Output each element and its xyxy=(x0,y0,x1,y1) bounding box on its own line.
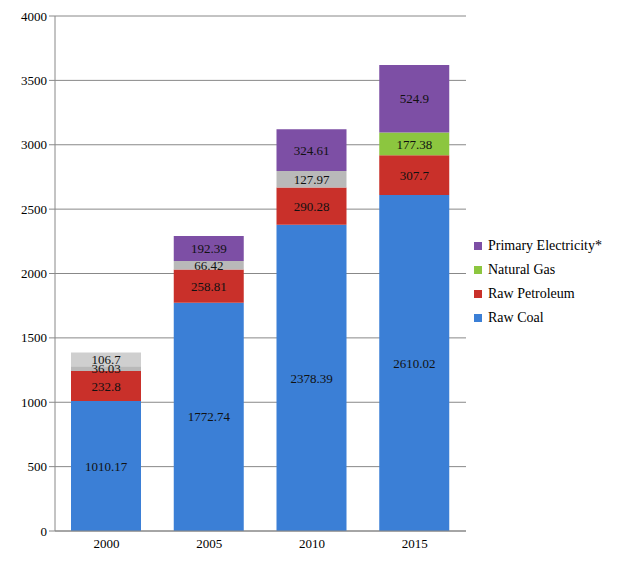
svg-text:524.9: 524.9 xyxy=(400,91,429,106)
svg-text:106.7: 106.7 xyxy=(91,352,121,367)
svg-text:0: 0 xyxy=(41,524,48,539)
svg-text:232.8: 232.8 xyxy=(91,379,120,394)
svg-text:1010.17: 1010.17 xyxy=(85,459,128,474)
svg-text:4000: 4000 xyxy=(21,9,47,24)
svg-text:2005: 2005 xyxy=(196,536,222,551)
svg-text:500: 500 xyxy=(28,459,48,474)
svg-text:177.38: 177.38 xyxy=(396,137,432,152)
svg-text:2015: 2015 xyxy=(402,536,428,551)
svg-text:3500: 3500 xyxy=(21,73,47,88)
html-text:Natural Gas: Natural Gas xyxy=(488,261,556,277)
svg-text:2000: 2000 xyxy=(93,536,119,551)
svg-text:36.03: 36.03 xyxy=(91,361,121,377)
svg-text:2000: 2000 xyxy=(21,266,47,281)
html-text:Primary Electricity*: Primary Electricity* xyxy=(488,237,602,253)
svg-text:127.97: 127.97 xyxy=(294,172,330,187)
svg-text:192.39: 192.39 xyxy=(191,241,227,256)
svg-text:1500: 1500 xyxy=(21,330,47,345)
svg-text:1772.74: 1772.74 xyxy=(188,409,231,424)
html-text:Raw Petroleum: Raw Petroleum xyxy=(488,285,575,301)
svg-text:66.42: 66.42 xyxy=(194,258,223,273)
svg-text:2610.02: 2610.02 xyxy=(393,356,435,371)
svg-text:290.28: 290.28 xyxy=(294,199,330,214)
svg-text:324.61: 324.61 xyxy=(294,143,330,158)
svg-text:1000: 1000 xyxy=(21,395,47,410)
svg-text:2500: 2500 xyxy=(21,202,47,217)
svg-text:2378.39: 2378.39 xyxy=(290,371,332,386)
svg-text:2010: 2010 xyxy=(299,536,325,551)
svg-text:3000: 3000 xyxy=(21,137,47,152)
html-text:Raw Coal: Raw Coal xyxy=(488,309,544,325)
svg-text:307.7: 307.7 xyxy=(400,168,430,183)
svg-text:258.81: 258.81 xyxy=(191,279,227,294)
